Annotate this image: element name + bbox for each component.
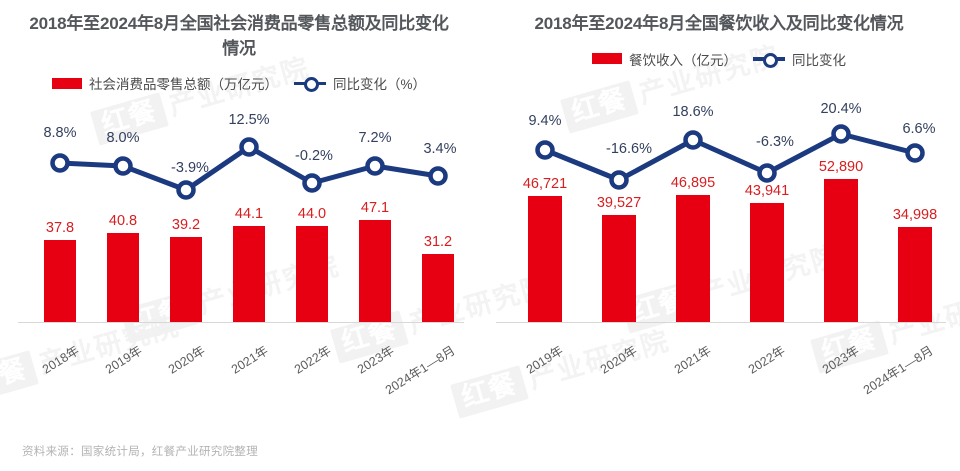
point-label-retail-2: -3.9%	[171, 160, 209, 176]
x-axis-retail: 2018年 2019年 2020年 2021年 2022年 2023年 2024…	[0, 340, 478, 402]
point-label-retail-5: 7.2%	[358, 130, 392, 146]
x-tick-retail-2: 2020年	[165, 343, 208, 377]
bar-retail-5	[359, 220, 391, 322]
x-tick-catering-0: 2019年	[523, 343, 566, 377]
x-axis-line	[496, 322, 946, 323]
legend-item-line: 同比变化	[753, 49, 846, 69]
x-axis-line	[18, 322, 464, 323]
x-axis-catering: 2019年 2020年 2021年 2022年 2023年 2024年1—8月	[478, 340, 960, 402]
bar-label-retail-3: 44.1	[234, 206, 264, 222]
point-label-retail-1: 8.0%	[106, 130, 140, 146]
legend-label-bar: 餐饮收入（亿元）	[629, 52, 737, 68]
point-label-catering-0: 9.4%	[528, 113, 562, 129]
line-point-retail-3	[239, 137, 259, 157]
point-label-retail-0: 8.8%	[43, 125, 77, 141]
x-tick-catering-3: 2022年	[745, 343, 788, 377]
chart-panel-retail: 2018年至2024年8月全国社会消费品零售总额及同比变化情况 社会消费品零售总…	[0, 0, 478, 420]
chart-legend-retail: 社会消费品零售总额（万亿元） 同比变化（%）	[0, 73, 478, 93]
line-series-catering	[535, 124, 925, 190]
bar-label-retail-1: 40.8	[108, 213, 138, 229]
bar-retail-6	[422, 254, 454, 322]
legend-label-line: 同比变化	[792, 52, 846, 68]
bar-label-catering-4: 52,890	[818, 159, 864, 175]
x-tick-catering-1: 2020年	[597, 343, 640, 377]
legend-line-swatch-icon	[293, 77, 326, 93]
legend-label-line: 同比变化（%）	[332, 77, 426, 93]
bar-label-retail-5: 47.1	[360, 200, 390, 216]
point-label-catering-2: 18.6%	[672, 104, 714, 120]
bar-label-catering-0: 46,721	[522, 176, 568, 192]
bar-label-retail-6: 31.2	[423, 234, 453, 250]
line-point-catering-0	[535, 140, 555, 160]
bar-label-retail-2: 39.2	[171, 217, 201, 233]
bar-label-retail-0: 37.8	[45, 220, 75, 236]
line-point-catering-5	[905, 143, 925, 163]
point-label-retail-4: -0.2%	[295, 148, 333, 164]
chart-panel-catering: 2018年至2024年8月全国餐饮收入及同比变化情况 餐饮收入（亿元） 同比变化…	[478, 0, 960, 420]
point-label-retail-3: 12.5%	[228, 112, 270, 128]
chart-title-catering: 2018年至2024年8月全国餐饮收入及同比变化情况	[534, 14, 904, 33]
bar-retail-0	[44, 240, 76, 322]
legend-line-swatch-icon	[753, 52, 785, 68]
bar-retail-2	[170, 237, 202, 322]
x-tick-retail-0: 2018年	[39, 343, 82, 377]
line-point-retail-5	[365, 156, 385, 176]
legend-bar-swatch-icon	[592, 53, 622, 65]
line-point-catering-1	[609, 170, 629, 190]
x-tick-catering-2: 2021年	[671, 343, 714, 377]
x-tick-retail-4: 2022年	[291, 343, 334, 377]
bar-retail-1	[107, 233, 139, 322]
point-label-retail-6: 3.4%	[423, 141, 457, 157]
line-point-retail-1	[113, 156, 133, 176]
chart-title-retail: 2018年至2024年8月全国社会消费品零售总额及同比变化情况	[29, 14, 449, 58]
bar-label-catering-5: 34,998	[892, 207, 938, 223]
bar-catering-3	[750, 203, 784, 322]
bar-catering-5	[898, 227, 932, 322]
legend-item-bar: 社会消费品零售总额（万亿元）	[51, 73, 278, 93]
x-tick-retail-1: 2019年	[102, 343, 145, 377]
legend-item-bar: 餐饮收入（亿元）	[592, 49, 737, 69]
bar-label-catering-1: 39,527	[596, 195, 642, 211]
line-point-retail-0	[50, 153, 70, 173]
plot-area-retail: 37.8 40.8 39.2 44.1 44.0 47.1 31.2	[0, 108, 478, 340]
bar-label-catering-2: 46,895	[670, 175, 716, 191]
bar-label-retail-4: 44.0	[297, 206, 327, 222]
line-point-retail-4	[302, 173, 322, 193]
source-note: 资料来源：国家统计局，红餐产业研究院整理	[22, 446, 258, 458]
legend-bar-swatch-icon	[51, 77, 82, 89]
point-label-catering-4: 20.4%	[820, 101, 862, 117]
line-point-retail-2	[176, 180, 196, 200]
line-point-retail-6	[428, 166, 448, 186]
bar-catering-4	[824, 179, 858, 322]
line-point-catering-4	[831, 124, 851, 144]
bar-catering-0	[528, 196, 562, 322]
point-label-catering-5: 6.6%	[902, 121, 936, 137]
bar-retail-3	[233, 226, 265, 322]
bar-catering-1	[602, 215, 636, 322]
point-label-catering-3: -6.3%	[756, 134, 794, 150]
legend-label-bar: 社会消费品零售总额（万亿元）	[88, 77, 278, 93]
plot-area-catering: 46,721 39,527 46,895 43,941 52,890 34,99…	[478, 101, 960, 340]
bar-label-catering-3: 43,941	[744, 183, 790, 199]
line-point-catering-2	[683, 130, 703, 150]
chart-legend-catering: 餐饮收入（亿元） 同比变化	[478, 49, 960, 69]
bar-catering-2	[676, 195, 710, 322]
line-series-retail	[50, 137, 448, 200]
bar-retail-4	[296, 226, 328, 322]
point-label-catering-1: -16.6%	[606, 141, 652, 157]
legend-item-line: 同比变化（%）	[293, 73, 426, 93]
line-point-catering-3	[757, 163, 777, 183]
x-tick-retail-3: 2021年	[228, 343, 271, 377]
